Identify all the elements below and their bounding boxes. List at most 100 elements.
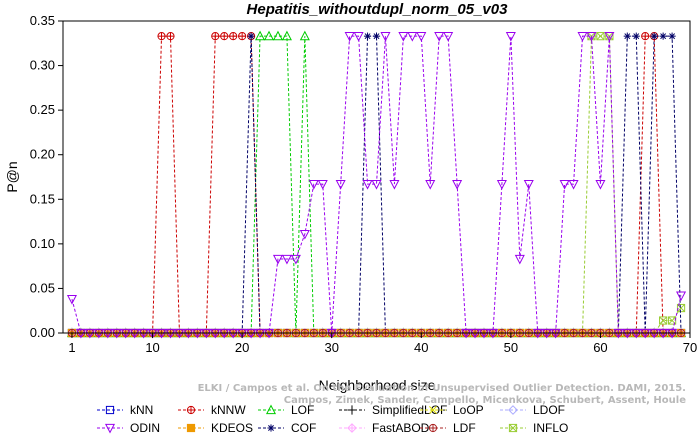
data-point-ODIN <box>443 32 454 42</box>
chart-title: Hepatitis_withoutdupl_norm_05_v03 <box>247 1 509 18</box>
y-tick-label: 0.35 <box>30 13 55 28</box>
legend-marker-SimplifiedLOF <box>347 405 357 415</box>
legend-marker-COF <box>267 424 275 432</box>
data-point-ODIN <box>452 180 463 190</box>
legend-label: LDOF <box>533 403 565 417</box>
data-point-ODIN <box>398 32 409 42</box>
y-tick-label: 0.15 <box>30 191 55 206</box>
data-point-ODIN <box>362 180 373 190</box>
legend-item-INFLO: INFLO <box>500 421 568 434</box>
data-point-COF <box>659 32 667 40</box>
legend-label: kNNW <box>211 403 246 417</box>
series-layer <box>66 30 687 339</box>
legend-item-LDOF: LDOF <box>500 403 565 417</box>
data-point-INFLO <box>659 316 668 325</box>
x-tick-label: 50 <box>504 340 518 355</box>
legend-item-COF: COF <box>258 421 316 434</box>
x-tick-label: 30 <box>324 340 338 355</box>
legend-marker-LDOF <box>508 405 518 415</box>
y-tick-label: 0.25 <box>30 102 55 117</box>
x-tick-label: 1 <box>68 340 75 355</box>
legend-item-FastABOD: FastABOD <box>339 421 430 434</box>
data-point-INFLO <box>596 32 605 41</box>
legend-label: SimplifiedLOF <box>372 403 447 417</box>
legend-marker-LOF <box>265 404 277 415</box>
x-tick-label: 40 <box>414 340 428 355</box>
data-point-ODIN <box>676 291 687 302</box>
data-point-ODIN <box>344 32 355 42</box>
y-axis-label: P@n <box>4 161 20 192</box>
data-point-COF <box>650 32 658 40</box>
legend-item-LOF: LOF <box>258 403 314 417</box>
data-point-ODIN <box>281 254 292 265</box>
legend-label: FastABOD <box>372 421 430 434</box>
x-tick-label: 20 <box>235 340 249 355</box>
y-tick-label: 0.00 <box>30 325 55 340</box>
data-point-kNNW <box>166 32 175 41</box>
legend-label: COF <box>291 421 316 434</box>
y-tick-label: 0.10 <box>30 236 55 251</box>
x-tick-label: 60 <box>593 340 607 355</box>
legend-marker-kNNW <box>186 405 196 415</box>
legend-marker-FastABOD <box>347 423 357 433</box>
data-point-ODIN <box>416 32 427 42</box>
data-point-ODIN <box>505 32 516 42</box>
legend-marker-KDEOS <box>186 423 196 433</box>
data-point-ODIN <box>496 180 507 190</box>
legend-item-SimplifiedLOF: SimplifiedLOF <box>339 403 447 417</box>
legend-label: kNN <box>130 403 153 417</box>
legend-marker-ODIN <box>104 423 116 434</box>
legend-marker-LoOP <box>429 406 437 414</box>
legend-item-ODIN: ODIN <box>97 421 160 434</box>
data-point-ODIN <box>514 254 525 265</box>
x-axis-label: Neighborhood size <box>319 377 436 393</box>
data-point-ODIN <box>595 180 606 190</box>
data-point-ODIN <box>299 229 310 240</box>
legend-marker-INFLO <box>508 423 518 433</box>
legend-item-kNN: kNN <box>97 403 153 417</box>
watermark-line-2: Campos, Zimek, Sander, Campello, Micenko… <box>284 395 686 406</box>
series-kNNW <box>67 32 686 338</box>
data-point-ODIN <box>425 180 436 190</box>
data-point-LOF <box>272 30 283 41</box>
data-point-ODIN <box>577 32 588 42</box>
data-point-LOF <box>255 30 266 41</box>
data-point-kNNW <box>238 32 247 41</box>
legend-marker-kNN <box>105 405 115 415</box>
legend-item-kNNW: kNNW <box>178 403 246 417</box>
legend-label: KDEOS <box>211 421 253 434</box>
data-point-COF <box>623 32 631 40</box>
series-COF <box>68 32 685 337</box>
data-point-LOF <box>281 30 292 41</box>
data-point-LOF <box>299 30 310 41</box>
data-point-ODIN <box>586 32 597 42</box>
data-point-COF <box>668 32 676 40</box>
data-point-COF <box>632 32 640 40</box>
data-point-LOF <box>263 30 275 41</box>
data-point-ODIN <box>407 32 418 42</box>
watermark-line-1: ELKI / Campos et al. On the Evaluation o… <box>198 383 686 394</box>
data-point-ODIN <box>604 32 615 42</box>
data-point-ODIN <box>308 180 319 190</box>
series-line-INFLO <box>71 35 682 334</box>
plot-frame <box>62 20 691 334</box>
data-point-kNNW <box>229 32 238 41</box>
data-point-kNNW <box>211 32 220 41</box>
data-point-ODIN <box>317 180 328 190</box>
legend: kNN kNNW LOF SimplifiedLOF LoOP LDOF INFLO COF K… <box>97 403 568 434</box>
data-point-ODIN <box>434 32 445 42</box>
series-INFLO <box>67 32 686 338</box>
legend-label: INFLO <box>533 421 568 434</box>
data-point-ODIN <box>389 180 400 190</box>
legend-item-LoOP: LoOP <box>420 403 484 417</box>
data-point-ODIN <box>335 180 346 190</box>
data-point-ODIN <box>568 180 579 190</box>
legend-item-LDF: LDF <box>420 421 476 434</box>
data-point-ODIN <box>290 254 301 265</box>
data-point-ODIN <box>272 254 283 265</box>
legend-label: ODIN <box>130 421 160 434</box>
data-point-ODIN <box>559 180 570 190</box>
data-point-COF <box>372 32 381 40</box>
data-point-ODIN <box>523 180 534 190</box>
